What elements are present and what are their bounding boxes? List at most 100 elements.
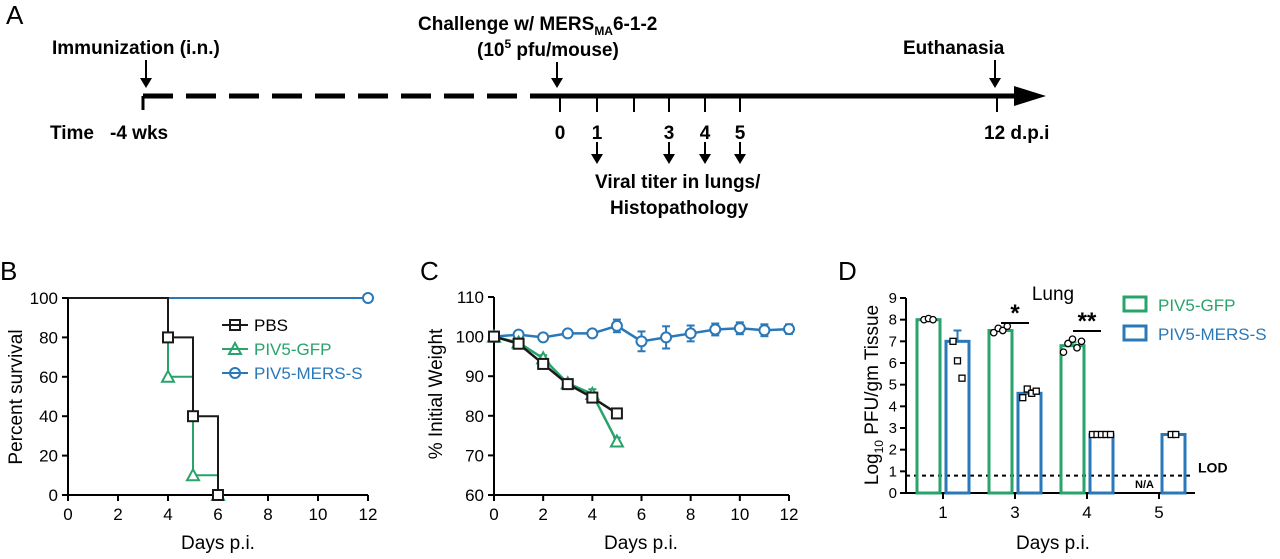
y-tick-label: 110 [457,288,484,307]
panel-c-plot: 60 70 80 90 100 110 0 2 4 6 8 10 12 [456,288,799,524]
data-point-circle [998,326,1007,335]
x-tick-label: 10 [309,505,328,524]
data-point-circle [1068,335,1077,344]
legend-label-mers: PIV5-MERS-S [254,364,363,383]
sampling-label-line1: Viral titer in lungs/ [595,172,761,193]
panel-a: A Immunization (i.n.) Challenge w/ MERSM… [6,0,1049,219]
timeline-arrowhead [1014,86,1046,106]
sampling-label-line2: Histopathology [610,198,749,219]
data-point-square [561,378,574,391]
series-line-pbs [68,297,219,495]
panel-b: B Percent survival Days p.i. 02040608010… [0,256,377,554]
legend-label-gfp: PIV5-GFP [254,340,331,359]
na-label: N/A [1135,479,1154,491]
legend-square-icon [229,319,241,331]
data-point-circle [537,331,550,344]
end-day-label: 12 d.p.i [984,123,1049,144]
y-tick-label: 8 [889,312,897,329]
y-tick-label: 9 [889,290,897,307]
data-point-circle [1073,343,1081,352]
legend-swatch-mers [1122,324,1148,342]
y-tick-label: 4 [889,398,897,415]
panel-letter-c: C [420,256,439,286]
data-point-circle [561,327,574,340]
x-tick-label: 1 [938,503,947,522]
bar [1016,391,1043,495]
panel-b-plot: 0 20 40 60 80 100 0 2 4 6 8 10 12 [30,289,378,524]
y-tick-label: 2 [889,442,897,459]
day-label: 3 [664,123,675,144]
y-tick-label: 0 [889,485,897,502]
x-tick-label: 6 [637,505,646,524]
euthanasia-label: Euthanasia [903,38,1005,59]
significance-star: * [1010,300,1020,327]
panel-c-xlabel: Days p.i. [604,533,678,554]
data-point-circle [709,323,722,336]
challenge-arrowhead [551,78,563,88]
x-tick-label: 4 [1082,503,1091,522]
significance-star: ** [1078,308,1097,335]
panel-c: C % Initial Weight Days p.i. 60708090100… [420,256,798,554]
data-point-triangle [609,433,625,448]
x-tick-label: 2 [113,505,122,524]
data-point-circle [635,335,648,348]
y-tick-label: 60 [39,368,58,387]
data-point-circle [610,319,623,332]
legend-label-gfp: PIV5-GFP [1158,296,1235,315]
time-start-label: -4 wks [110,123,168,144]
data-point-square [187,410,199,423]
bar [987,329,1014,495]
y-tick-label: 0 [49,486,58,505]
data-point-circle [684,327,697,340]
bar [1088,433,1115,495]
panel-d: D Log10 PFU/gm Tissue Lung Days p.i. 0 1 2… [838,256,1267,554]
y-tick-label: 6 [889,355,897,372]
data-point-square [512,337,525,350]
x-tick-label: 12 [780,505,799,524]
data-point-circle [586,327,599,340]
data-point-square [1032,387,1040,395]
day-label: 1 [592,123,603,144]
data-point-square [586,391,599,404]
panel-d-ylabel: Log10 PFU/gm Tissue [862,305,886,485]
data-point-square [488,330,500,343]
panel-c-ylabel: % Initial Weight [426,328,447,459]
bar [915,318,942,495]
data-point-square [958,374,966,382]
day-label: 4 [700,123,711,144]
immunization-label: Immunization (i.n.) [52,38,220,59]
y-tick-label: 70 [465,446,484,465]
panel-b-xlabel: Days p.i. [181,533,255,554]
timeline-day-labels: 0 1 3 4 5 [555,123,746,144]
panel-letter-d: D [838,256,857,286]
y-tick-label: 80 [465,407,484,426]
x-tick-label: 4 [163,505,172,524]
timeline-ticks [559,96,998,112]
data-point-square [953,357,962,365]
day-label: 5 [735,123,746,144]
data-point-triangle [185,467,201,482]
series-line-piv5-gfp [493,335,619,443]
y-tick-label: 100 [30,289,58,308]
challenge-label: Challenge w/ MERSMA6-1-2 [418,14,657,38]
x-tick-label: 10 [730,505,749,524]
x-tick-label: 12 [359,505,378,524]
data-point-circle [783,323,795,336]
day-label: 0 [555,123,566,144]
y-tick-label: 1 [889,463,897,480]
data-point-square [212,489,224,501]
x-tick-label: 8 [263,505,272,524]
x-tick-label: 3 [1010,503,1019,522]
data-point-square [1106,430,1115,439]
dose-label: (105 pfu/mouse) [477,37,619,61]
x-tick-label: 0 [63,505,72,524]
data-point-square [949,337,957,345]
y-tick-label: 80 [39,328,58,347]
data-point-circle [1077,337,1086,346]
bar [1059,344,1086,495]
immunization-arrowhead [140,78,152,88]
legend-label-pbs: PBS [254,316,288,335]
y-tick-label: 3 [889,420,897,437]
data-point-square [1023,385,1031,393]
